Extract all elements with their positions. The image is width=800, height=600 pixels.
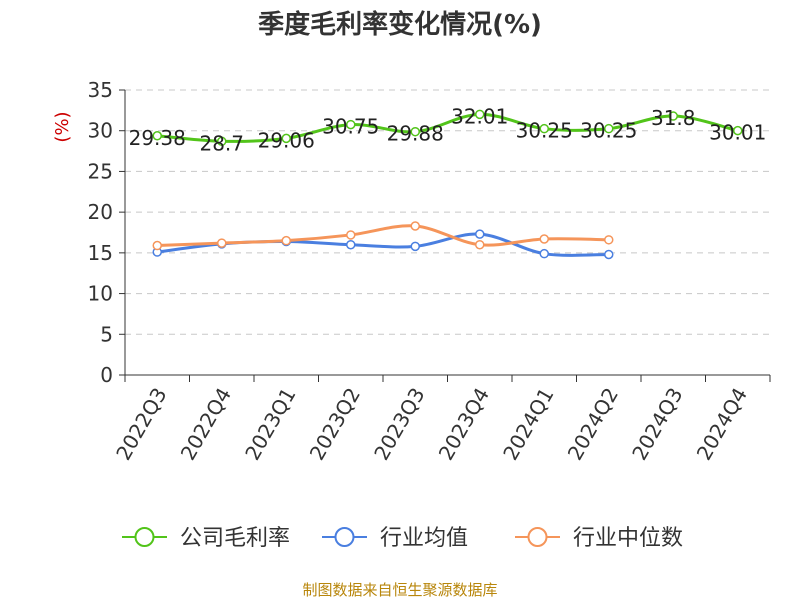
x-tick-label: 2023Q3	[369, 384, 429, 465]
x-tick-label: 2022Q4	[176, 384, 236, 465]
series-layer	[152, 109, 743, 260]
data-point	[475, 239, 485, 250]
x-tick-label: 2023Q1	[240, 384, 300, 465]
y-tick-label: 5	[100, 322, 113, 346]
data-point	[152, 131, 162, 141]
data-point	[604, 249, 614, 260]
data-point	[410, 126, 420, 137]
data-label: 31.8	[651, 106, 696, 130]
data-point	[346, 239, 356, 250]
data-label: 28.7	[199, 131, 244, 155]
data-point	[733, 125, 743, 136]
data-label: 30.25	[580, 119, 637, 143]
y-tick-label: 25	[88, 159, 113, 183]
y-tick-label: 35	[88, 78, 113, 102]
x-tick-label: 2024Q3	[627, 384, 687, 465]
data-point	[410, 221, 420, 231]
data-point	[668, 111, 678, 121]
y-tick-label: 20	[88, 200, 113, 224]
data-label: 30.01	[709, 121, 766, 145]
data-point	[281, 235, 291, 246]
y-tick-label: 10	[88, 282, 113, 306]
data-point	[410, 241, 420, 252]
data-label: 30.25	[516, 119, 573, 143]
x-tick-label: 2023Q4	[434, 384, 494, 465]
data-point	[217, 136, 227, 147]
series-line-0	[157, 112, 739, 143]
legend-label: 行业中位数	[573, 526, 683, 551]
source-note: 制图数据来自恒生聚源数据库	[302, 581, 497, 599]
data-label: 29.06	[258, 128, 315, 152]
legend-label: 公司毛利率	[180, 526, 290, 551]
data-point	[539, 123, 549, 134]
grid-layer	[125, 89, 770, 335]
chart-title: 季度毛利率变化情况(%)	[258, 9, 542, 40]
y-tick-label: 15	[88, 241, 113, 265]
y-axis-label: (%)	[52, 111, 73, 142]
x-tick-label: 2022Q3	[111, 384, 171, 465]
data-point	[346, 119, 356, 130]
data-label: 29.38	[129, 126, 186, 150]
legend-swatch-marker	[134, 527, 155, 547]
data-point	[475, 229, 485, 239]
legend-swatch-marker	[334, 527, 355, 547]
x-tick-label: 2023Q2	[305, 384, 365, 465]
data-point	[475, 109, 485, 120]
legend-label: 行业均值	[380, 526, 468, 551]
data-label: 29.88	[387, 122, 444, 146]
data-point	[217, 238, 227, 248]
legend: 公司毛利率 行业均值 行业中位数	[122, 526, 683, 551]
data-point	[604, 123, 614, 134]
data-point	[539, 248, 549, 259]
x-tick-label: 2024Q1	[498, 384, 558, 465]
y-tick-label: 30	[88, 119, 113, 143]
data-point	[281, 133, 291, 144]
x-tick-label: 2024Q2	[563, 384, 623, 465]
data-label: 30.75	[322, 115, 379, 139]
label-layer: 29.38 28.7 29.06 30.75 29.88 32.01 30.25 30.25 3…	[129, 104, 767, 155]
x-tick-label: 2024Q4	[692, 384, 752, 465]
y-tick-label: 0	[100, 363, 113, 387]
data-label: 32.01	[451, 104, 508, 128]
data-point	[604, 235, 614, 245]
data-point	[539, 234, 549, 244]
data-point	[152, 240, 162, 251]
series-line-2	[157, 224, 609, 248]
legend-swatch-marker	[527, 527, 548, 547]
data-point	[346, 230, 356, 240]
